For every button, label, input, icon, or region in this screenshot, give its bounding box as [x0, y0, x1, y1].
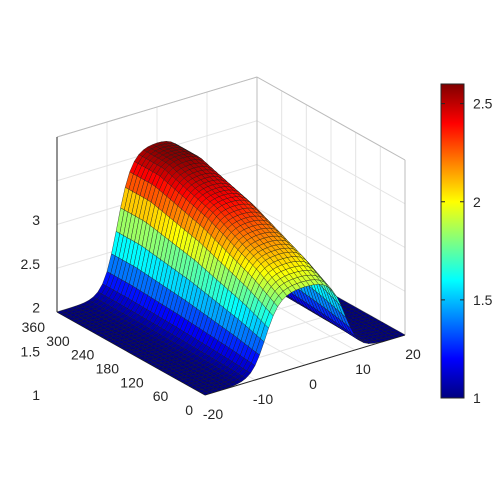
x-tick-label: 240	[71, 347, 95, 363]
colorbar-tick-label: 2	[473, 194, 481, 210]
box-edge	[56, 76, 258, 138]
grid-line	[256, 120, 406, 205]
y-tick-label: -10	[253, 391, 273, 407]
y-tick-label: 0	[309, 376, 317, 392]
z-tick-label: 2	[32, 300, 40, 316]
x-tick-label: 0	[185, 402, 193, 418]
grid-line	[256, 164, 406, 248]
x-tick-label: 60	[153, 388, 169, 404]
colorbar-tick-label: 1	[473, 390, 481, 406]
y-tick-label: 20	[405, 346, 421, 362]
y-tick-label: -20	[203, 406, 223, 422]
colorbar: 1 1.5 2 2.5	[440, 83, 493, 406]
y-axis-line	[204, 334, 406, 396]
z-tick-label: 1	[32, 387, 40, 403]
y-tick-label: 10	[355, 361, 371, 377]
z-tick-label: 1.5	[21, 343, 41, 359]
x-tick-label: 180	[96, 361, 120, 377]
surface-plot	[56, 141, 406, 396]
x-tick-label: 300	[46, 333, 70, 349]
x-tick-label: 360	[22, 319, 46, 335]
x-tick-label: 120	[120, 374, 144, 390]
z-tick-label: 2.5	[21, 256, 41, 272]
colorbar-tick-label: 1.5	[473, 292, 493, 308]
z-tick-label: 3	[32, 212, 40, 228]
colorbar-tick-label: 2.5	[473, 96, 493, 112]
grid-line	[256, 207, 406, 292]
colorbar-gradient	[440, 83, 465, 399]
box-edge	[256, 76, 406, 161]
surface-patch	[200, 391, 211, 396]
